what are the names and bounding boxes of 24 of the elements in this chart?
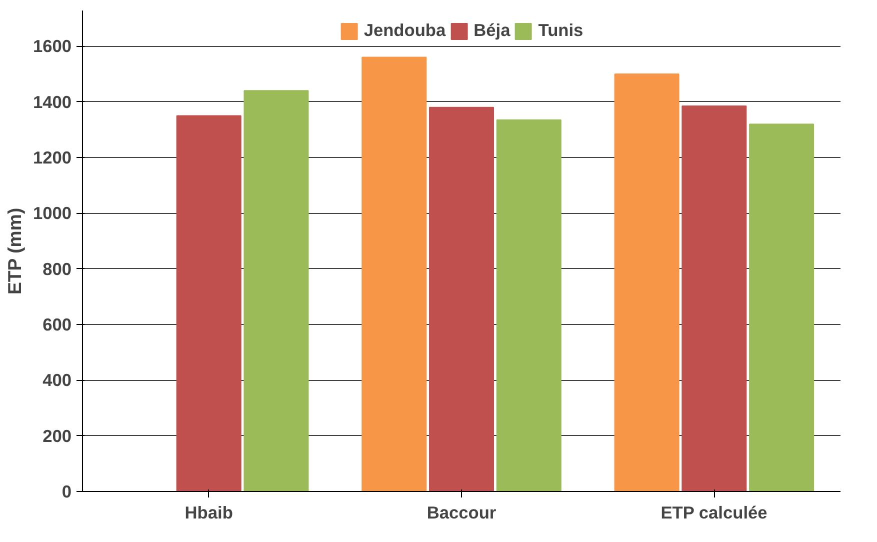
bar — [176, 115, 242, 492]
bar — [614, 73, 680, 492]
legend-label: Tunis — [538, 20, 584, 41]
bar — [496, 119, 562, 492]
y-tick-label: 0 — [62, 482, 72, 502]
bar — [749, 124, 814, 492]
legend-label: Béja — [474, 20, 510, 41]
bar — [428, 106, 494, 492]
y-tick-label: 800 — [42, 258, 72, 279]
y-tick-label: 1400 — [32, 92, 72, 112]
bar — [362, 56, 427, 492]
x-tick-label: Baccour — [426, 502, 496, 522]
y-tick-label: 200 — [42, 426, 72, 446]
y-tick-label: 1600 — [32, 36, 72, 56]
y-tick-label: 400 — [42, 370, 72, 390]
x-tick-label: Hbaib — [184, 502, 233, 522]
y-axis-title: ETP (mm) — [4, 208, 25, 295]
y-tick-label: 1000 — [32, 203, 72, 224]
legend-label: Jendouba — [364, 20, 446, 41]
y-tick-label: 1200 — [32, 147, 72, 168]
bar — [682, 105, 747, 492]
y-tick-label: 600 — [42, 314, 72, 334]
bar — [244, 90, 309, 492]
x-tick-label: ETP calculée — [660, 502, 768, 522]
